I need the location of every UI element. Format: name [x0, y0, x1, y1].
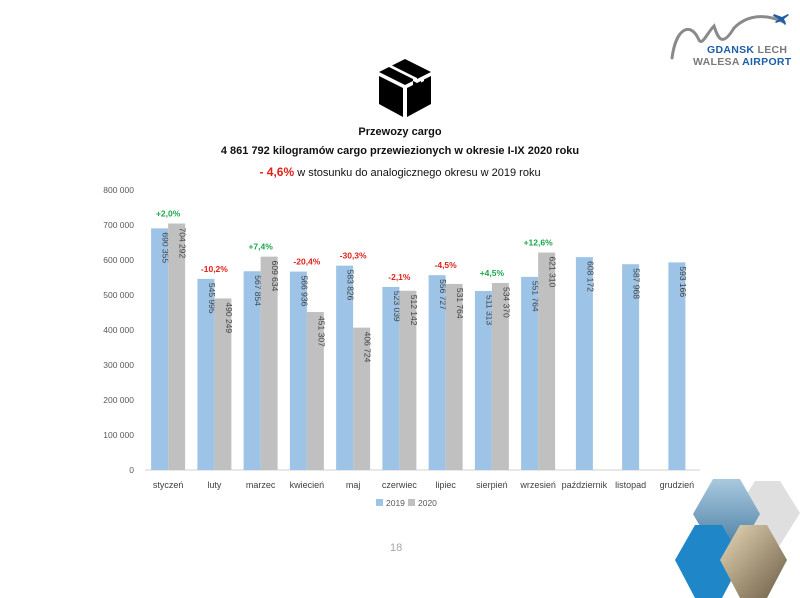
page-number: 18 [390, 542, 403, 554]
bar-label-2019: 583 826 [346, 270, 356, 301]
chart-title: Przewozy cargo [358, 126, 442, 138]
change-percent-label: -30,3% [340, 251, 367, 261]
y-tick-label: 100 000 [103, 430, 134, 440]
bar-label-2019: 608 172 [585, 261, 595, 292]
bar-2020 [399, 290, 417, 470]
bar-2019 [428, 275, 446, 470]
bar-2019 [668, 262, 686, 470]
bar-2020 [445, 283, 463, 470]
bar-label-2019: 523 039 [392, 291, 402, 322]
logo-text-line1: GDANSK LECH [707, 44, 788, 56]
total-cargo-value: 4 861 792 [220, 145, 270, 157]
yearly-change-text: w stosunku do analogicznego okresu w 201… [297, 167, 541, 179]
bar-2020 [214, 298, 232, 470]
bar-2020 [538, 252, 556, 470]
x-tick-label: lipiec [435, 480, 456, 490]
bar-label-2020: 512 142 [409, 295, 419, 326]
x-tick-label: sierpień [476, 480, 508, 490]
x-tick-label: styczeń [153, 480, 184, 490]
bar-2020 [353, 327, 371, 470]
bar-2019 [382, 286, 400, 470]
legend-label-2020: 2020 [418, 498, 437, 508]
logo-text-line2: WALESA AIRPORT [693, 56, 792, 68]
bar-label-2019: 567 854 [253, 275, 263, 306]
change-percent-label: +2,0% [156, 208, 181, 218]
bar-2020 [260, 256, 278, 470]
bar-label-2020: 609 634 [270, 261, 280, 292]
change-percent-label: -2,1% [388, 272, 411, 282]
change-percent-label: +12,6% [524, 238, 554, 248]
bar-label-2020: 704 292 [178, 227, 188, 258]
y-tick-label: 700 000 [103, 220, 134, 230]
bar-2020 [491, 282, 509, 470]
bar-label-2020: 490 249 [224, 302, 234, 333]
bar-2019 [622, 264, 640, 470]
bar-label-2019: 593 166 [678, 266, 688, 297]
x-tick-label: marzec [246, 480, 276, 490]
cargo-box-icon [379, 59, 431, 117]
bar-label-2019: 545 995 [207, 283, 217, 314]
bar-2019 [197, 278, 215, 470]
change-percent-label: -20,4% [293, 257, 320, 267]
bar-label-2019: 551 764 [531, 281, 541, 312]
change-percent-label: +7,4% [248, 242, 273, 252]
y-tick-label: 300 000 [103, 360, 134, 370]
bar-2019 [289, 271, 307, 470]
y-tick-label: 500 000 [103, 290, 134, 300]
x-tick-label: listopad [615, 480, 646, 490]
bar-2020 [306, 312, 324, 470]
airport-logo [670, 14, 789, 60]
bar-2019 [474, 291, 492, 470]
x-tick-label: grudzień [660, 480, 695, 490]
bar-2019 [151, 228, 169, 470]
y-tick-label: 800 000 [103, 185, 134, 195]
bar-2020 [168, 223, 186, 470]
legend-swatch-2019 [376, 499, 383, 506]
y-tick-label: 600 000 [103, 255, 134, 265]
x-tick-label: październik [562, 480, 608, 490]
bar-label-2019: 587 968 [632, 268, 642, 299]
x-tick-label: maj [346, 480, 361, 490]
yearly-change-value: - 4,6% [259, 165, 295, 179]
x-tick-label: czerwiec [382, 480, 418, 490]
change-percent-label: +4,5% [480, 268, 505, 278]
total-cargo-text: kilogramów cargo przewiezionych w okresi… [272, 145, 580, 157]
x-tick-label: kwiecień [290, 480, 325, 490]
plane-icon [773, 14, 789, 25]
bar-label-2020: 406 724 [363, 332, 373, 363]
x-tick-label: luty [207, 480, 222, 490]
bar-2019 [336, 265, 354, 470]
x-tick-label: wrzesień [519, 480, 556, 490]
bar-label-2019: 690 355 [161, 232, 171, 263]
bar-label-2020: 451 307 [316, 316, 326, 347]
bar-label-2020: 534 370 [501, 287, 511, 318]
yearly-change-summary: - 4,6% w stosunku do analogicznego okres… [0, 165, 800, 179]
change-percent-label: -4,5% [435, 260, 458, 270]
bar-label-2019: 566 936 [299, 276, 309, 307]
bar-2019 [521, 276, 539, 470]
bar-label-2020: 531 764 [455, 288, 465, 319]
y-tick-label: 0 [129, 465, 134, 475]
y-tick-label: 200 000 [103, 395, 134, 405]
legend-swatch-2020 [408, 499, 415, 506]
legend-label-2019: 2019 [386, 498, 405, 508]
y-tick-label: 400 000 [103, 325, 134, 335]
bar-label-2019: 556 727 [438, 279, 448, 310]
total-cargo-summary: 4 861 792 kilogramów cargo przewiezionyc… [0, 145, 800, 157]
bar-label-2019: 511 313 [484, 295, 494, 325]
change-percent-label: -10,2% [201, 264, 228, 274]
logo-swoosh [670, 15, 786, 60]
bar-2019 [575, 257, 593, 470]
bar-2019 [243, 271, 261, 470]
bar-label-2020: 621 310 [548, 257, 558, 288]
